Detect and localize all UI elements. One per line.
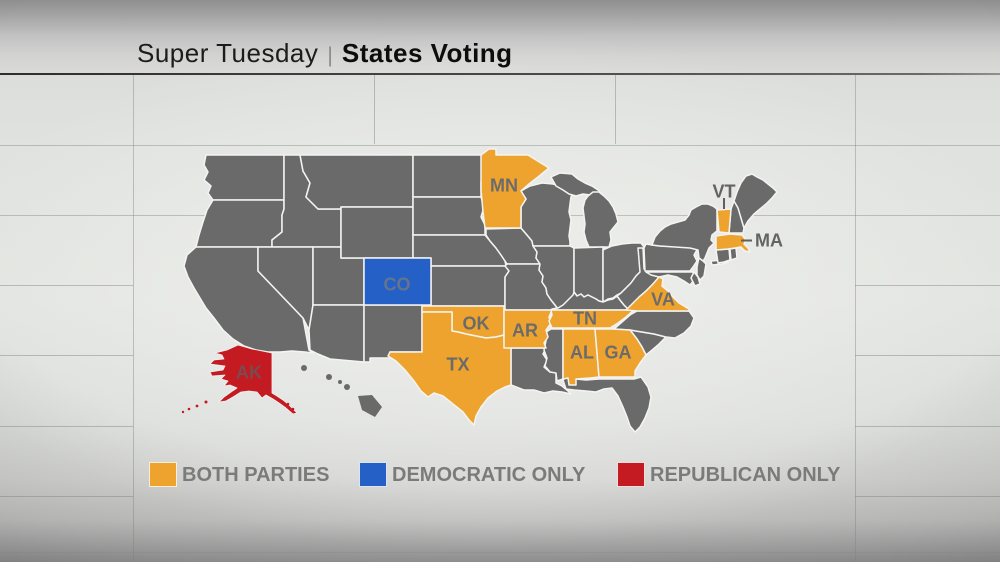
svg-text:CO: CO xyxy=(384,275,411,295)
svg-text:AK: AK xyxy=(236,363,262,383)
svg-text:TN: TN xyxy=(573,309,597,329)
svg-text:TX: TX xyxy=(446,355,469,375)
svg-text:AL: AL xyxy=(570,343,594,363)
svg-text:MA: MA xyxy=(755,231,783,251)
svg-text:GA: GA xyxy=(605,343,632,363)
svg-text:AR: AR xyxy=(512,321,538,341)
svg-text:OK: OK xyxy=(463,314,490,334)
svg-text:MN: MN xyxy=(490,176,518,196)
svg-text:VT: VT xyxy=(712,182,735,202)
svg-text:VA: VA xyxy=(651,290,675,310)
